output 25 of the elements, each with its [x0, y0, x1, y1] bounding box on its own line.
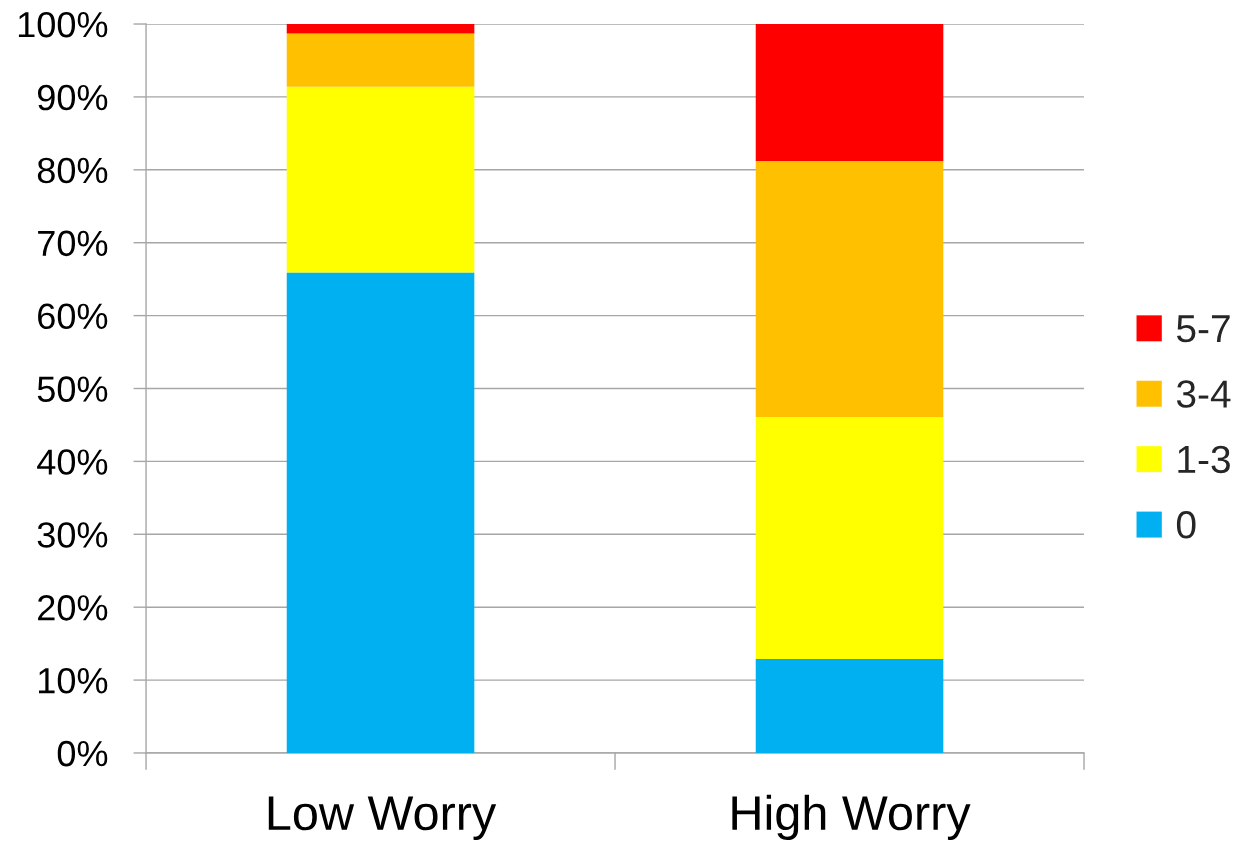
y-tick-label: 70% — [38, 230, 108, 257]
y-tick-label: 40% — [37, 449, 108, 475]
bar — [286, 24, 475, 34]
bar — [755, 658, 944, 753]
y-tick-label: 60% — [38, 303, 108, 330]
y-tick-label: 100% — [18, 11, 108, 38]
bar — [755, 416, 944, 659]
legend-label: 3-4 — [1176, 380, 1231, 408]
y-tick-label: 50% — [37, 376, 108, 402]
y-tick-label: 0% — [57, 740, 108, 767]
bar — [286, 272, 475, 753]
legend-label: 5-7 — [1176, 315, 1230, 343]
bar — [286, 33, 475, 87]
y-tick-label: 90% — [37, 84, 108, 111]
bar — [755, 161, 944, 417]
x-tick-label: Low Worry — [268, 796, 497, 840]
bar — [755, 24, 944, 162]
legend-label: 0 — [1176, 511, 1196, 539]
y-tick-label: 30% — [37, 522, 108, 548]
legend-label: 1-3 — [1178, 445, 1230, 474]
bar — [286, 86, 475, 273]
y-tick-label: 10% — [39, 667, 108, 694]
y-tick-label: 80% — [37, 157, 108, 184]
y-tick-label: 20% — [38, 595, 108, 621]
x-tick-label: High Worry — [732, 794, 971, 840]
